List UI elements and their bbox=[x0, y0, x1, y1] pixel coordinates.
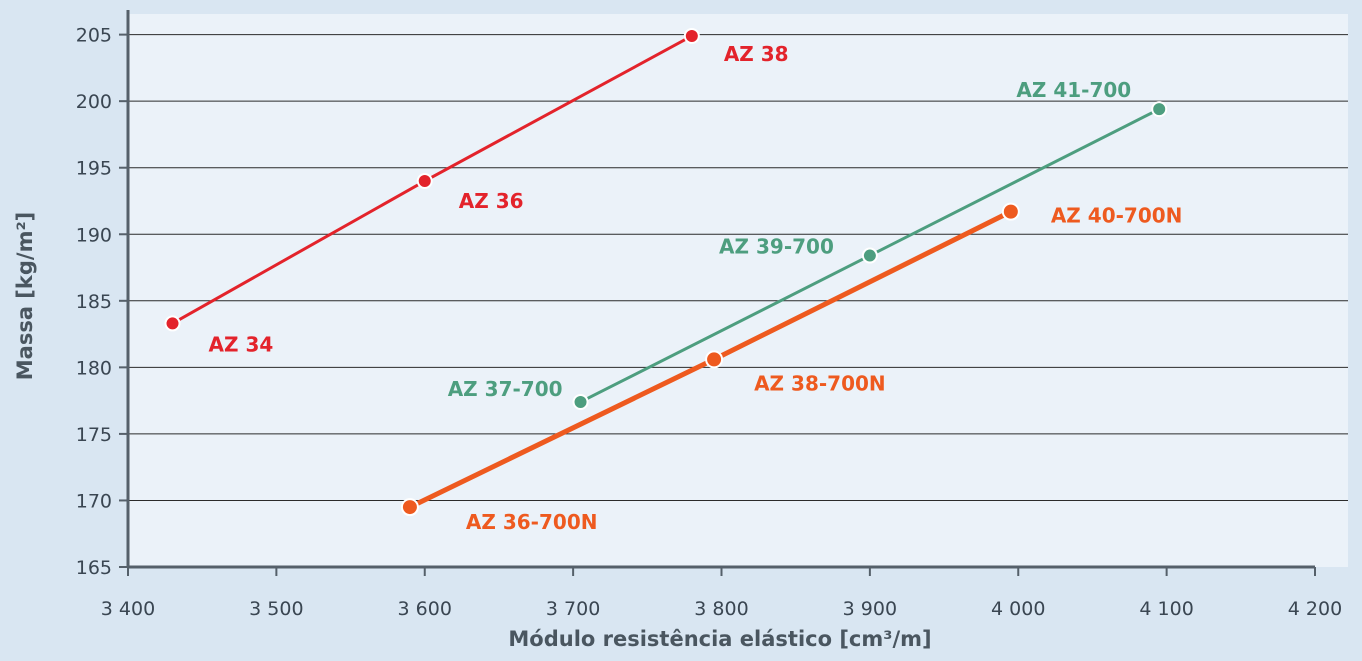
y-tick-label: 165 bbox=[76, 557, 112, 579]
data-point bbox=[861, 247, 878, 264]
y-tick-label: 180 bbox=[76, 357, 112, 379]
data-label: AZ 40-700N bbox=[1051, 204, 1183, 228]
x-tick-label: 4 200 bbox=[1288, 598, 1342, 620]
data-label: AZ 36-700N bbox=[466, 510, 598, 534]
data-point bbox=[416, 173, 433, 190]
y-tick-label: 175 bbox=[76, 424, 112, 446]
x-tick-label: 3 900 bbox=[843, 598, 897, 620]
x-tick-label: 3 800 bbox=[694, 598, 748, 620]
x-tick-label: 4 000 bbox=[991, 598, 1045, 620]
axis-layer: 165 170 175 180 185 190 195 200 205 3 400 3 500 3 6… bbox=[76, 10, 1342, 620]
x-tick-label: 3 400 bbox=[101, 598, 155, 620]
data-point bbox=[1151, 101, 1168, 118]
data-label: AZ 36 bbox=[459, 189, 524, 213]
data-point bbox=[1001, 202, 1020, 221]
data-label: AZ 39-700 bbox=[719, 235, 834, 259]
x-tick-label: 3 700 bbox=[546, 598, 600, 620]
y-tick-label: 170 bbox=[76, 490, 112, 512]
data-point bbox=[400, 498, 419, 517]
plot-area bbox=[128, 14, 1348, 567]
series-layer bbox=[164, 27, 1168, 517]
y-tick-label: 205 bbox=[76, 25, 112, 47]
data-point bbox=[683, 27, 700, 44]
y-axis-title: Massa [kg/m²] bbox=[13, 212, 37, 381]
data-label: AZ 34 bbox=[209, 332, 274, 356]
x-axis-title: Módulo resistência elástico [cm³/m] bbox=[508, 627, 931, 651]
y-tick-label: 185 bbox=[76, 291, 112, 313]
data-point bbox=[164, 315, 181, 332]
x-tick-label: 3 500 bbox=[249, 598, 303, 620]
data-label: AZ 37-700 bbox=[448, 377, 563, 401]
label-layer: AZ 34 AZ 36 AZ 38 AZ 37-700 AZ 39-700 AZ 41-7… bbox=[209, 42, 1183, 534]
data-point bbox=[705, 350, 724, 369]
y-tick-label: 195 bbox=[76, 158, 112, 180]
data-label: AZ 38-700N bbox=[754, 371, 886, 395]
x-tick-label: 3 600 bbox=[398, 598, 452, 620]
y-tick-label: 190 bbox=[76, 224, 112, 246]
data-label: AZ 41-700 bbox=[1016, 78, 1131, 102]
data-label: AZ 38 bbox=[724, 42, 789, 66]
data-point bbox=[572, 393, 589, 410]
y-tick-label: 200 bbox=[76, 91, 112, 113]
x-tick-label: 4 100 bbox=[1139, 598, 1193, 620]
grid-layer bbox=[128, 34, 1348, 501]
